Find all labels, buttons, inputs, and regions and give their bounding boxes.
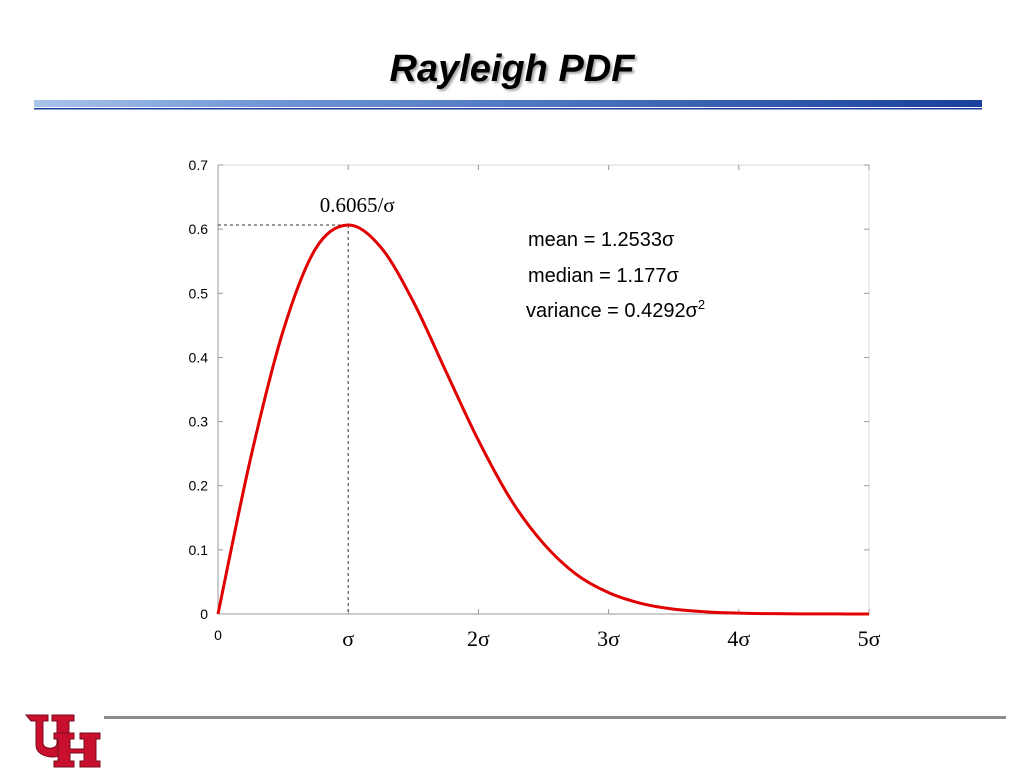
slide-title: Rayleigh PDF <box>389 48 635 90</box>
x-tick-label: 0 <box>214 627 222 643</box>
x-tick-label: σ <box>342 626 354 651</box>
footer-divider <box>104 716 1006 719</box>
uh-logo <box>24 714 101 768</box>
y-tick-label: 0.6 <box>189 221 209 237</box>
y-tick-label: 0.2 <box>189 478 209 494</box>
x-tick-label: 3σ <box>597 626 620 651</box>
series-line-rayleigh-pdf <box>216 223 870 616</box>
y-tick-label: 0.3 <box>189 414 209 430</box>
y-tick-label: 0.1 <box>189 542 209 558</box>
stat-annotation: variance = 0.4292σ2 <box>526 297 705 322</box>
stat-annotation: median = 1.177σ <box>528 265 679 287</box>
stat-annotation: mean = 1.2533σ <box>528 229 675 251</box>
y-tick-label: 0.7 <box>189 157 209 173</box>
peak-value-label: 0.6065/σ <box>320 193 395 217</box>
title-divider <box>34 100 982 110</box>
x-tick-label: 4σ <box>727 626 750 651</box>
x-tick-label: 2σ <box>467 626 490 651</box>
x-tick-label: 5σ <box>858 626 881 651</box>
y-tick-label: 0 <box>200 606 208 622</box>
y-tick-label: 0.5 <box>189 285 209 301</box>
y-tick-label: 0.4 <box>189 349 209 365</box>
